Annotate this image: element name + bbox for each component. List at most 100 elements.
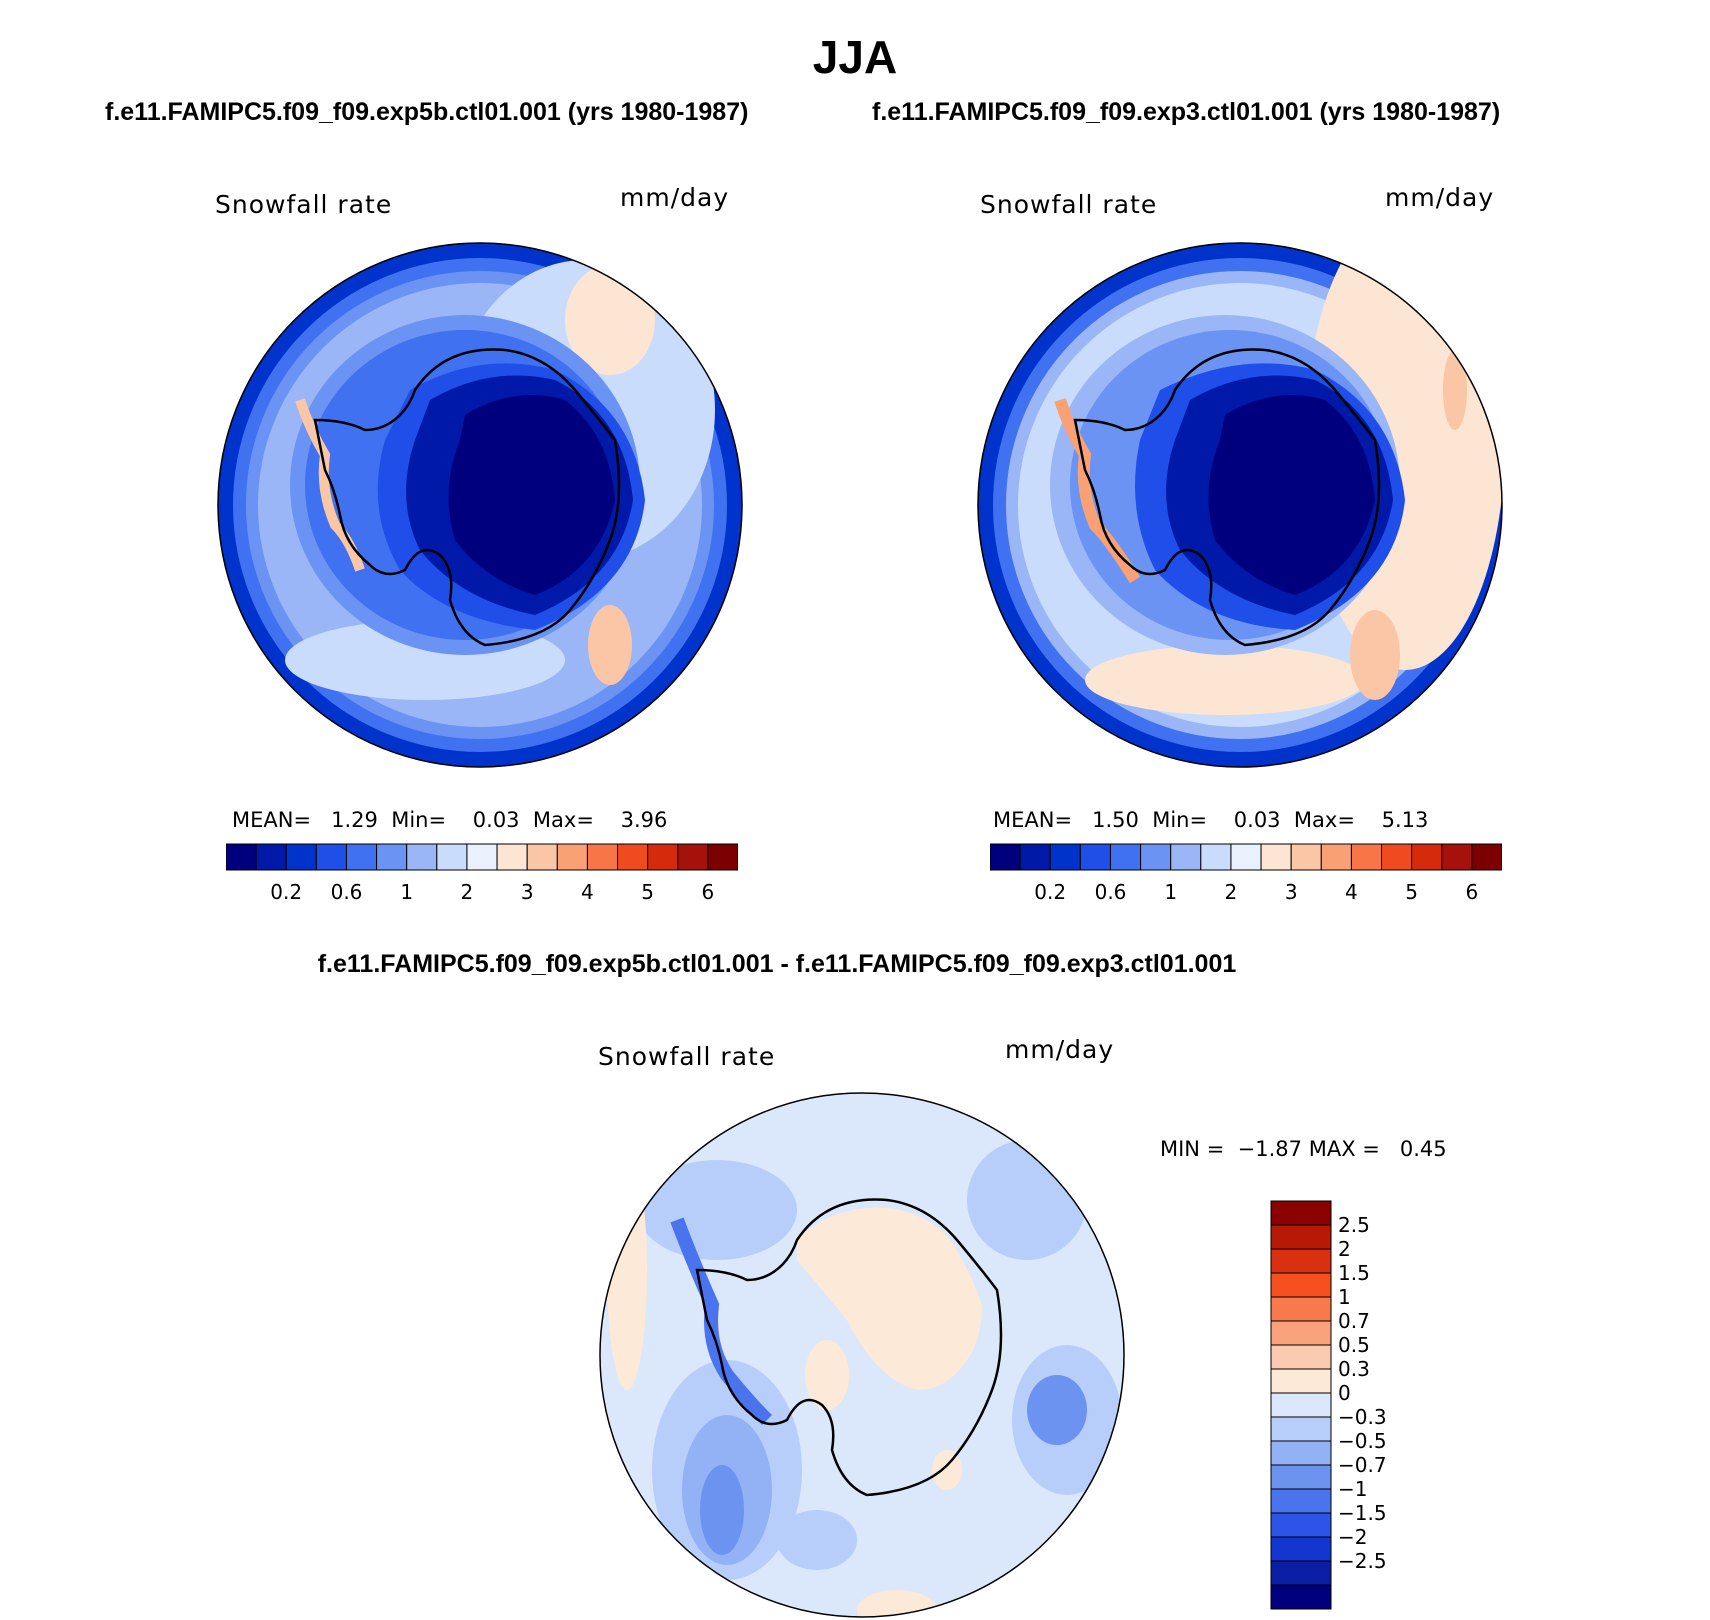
left-colorbar-tick-label: 2: [460, 880, 474, 904]
diff-max-label: MAX =: [1308, 1137, 1380, 1161]
left-max-value: 3.96: [620, 808, 668, 832]
left-colorbar-swatch: [436, 843, 468, 871]
diff-max-value: 0.45: [1399, 1137, 1447, 1161]
right-colorbar-swatch: [1079, 843, 1111, 871]
diff-min-max: MIN = −1.87 MAX = 0.45: [1160, 1137, 1447, 1161]
left-colorbar-swatch: [526, 843, 558, 871]
difference-colorbar-tick-label: 0.3: [1338, 1357, 1370, 1381]
difference-colorbar-tick-label: −0.7: [1338, 1453, 1387, 1477]
difference-colorbar-swatch: [1270, 1320, 1332, 1346]
left-colorbar-swatch: [466, 843, 498, 871]
right-colorbar-tick-label: 1: [1164, 880, 1178, 904]
diff-min-value: −1.87: [1237, 1137, 1303, 1161]
left-antarctica-coastline: [313, 348, 621, 647]
difference-colorbar-swatch: [1270, 1440, 1332, 1466]
left-colorbar-swatch: [647, 843, 679, 871]
left-min-value: 0.03: [472, 808, 520, 832]
difference-polar-map: [599, 1092, 1125, 1618]
right-colorbar-swatch: [1230, 843, 1262, 871]
right-polar-map: [977, 242, 1503, 768]
right-units-label: mm/day: [1385, 183, 1495, 212]
right-min-label: Min=: [1152, 808, 1208, 832]
left-colorbar-swatch: [586, 843, 619, 871]
right-colorbar-tick-label: 2: [1224, 880, 1238, 904]
difference-colorbar-tick-label: 0: [1338, 1381, 1351, 1405]
difference-colorbar-swatch: [1270, 1536, 1332, 1562]
right-colorbar-tick-label: 5: [1405, 880, 1418, 904]
right-stats-mean: MEAN= 1.50 Min= 0.03 Max= 5.13: [993, 808, 1428, 832]
difference-title: f.e11.FAMIPC5.f09_f09.exp5b.ctl01.001 - …: [317, 950, 1237, 978]
difference-colorbar: [1270, 1200, 1332, 1610]
left-mean-label: MEAN=: [232, 808, 312, 832]
right-variable-label: Snowfall rate: [980, 190, 1158, 219]
difference-colorbar-swatch: [1270, 1512, 1332, 1538]
left-colorbar-swatch: [226, 843, 257, 871]
left-colorbar-swatch: [255, 843, 287, 871]
right-colorbar: [990, 843, 1502, 871]
difference-colorbar-tick-label: 0.7: [1338, 1309, 1370, 1333]
left-case-title: f.e11.FAMIPC5.f09_f09.exp5b.ctl01.001 (y…: [105, 98, 749, 126]
difference-colorbar-tick-label: −1.5: [1338, 1501, 1387, 1525]
right-colorbar-tick-label: 3: [1284, 880, 1298, 904]
right-colorbar-swatch: [1170, 843, 1202, 871]
difference-colorbar-swatch: [1270, 1584, 1332, 1610]
left-colorbar-swatch: [345, 843, 378, 871]
difference-colorbar-swatch: [1270, 1560, 1332, 1586]
left-polar-map: [217, 242, 743, 768]
right-colorbar-swatch: [1320, 843, 1352, 871]
difference-colorbar-tick-label: 1: [1338, 1285, 1351, 1309]
right-max-value: 5.13: [1381, 808, 1429, 832]
right-case-title: f.e11.FAMIPC5.f09_f09.exp3.ctl01.001 (yr…: [872, 98, 1501, 126]
right-colorbar-swatch: [1441, 843, 1473, 871]
difference-colorbar-swatch: [1270, 1464, 1332, 1490]
difference-colorbar-tick-label: −1: [1338, 1477, 1368, 1501]
right-colorbar-swatch: [1411, 843, 1443, 871]
left-colorbar-ticks: 0.2 0.6 1 2 3 4 5 6: [226, 880, 738, 910]
left-colorbar-swatch: [496, 843, 528, 871]
right-colorbar-swatch: [1109, 843, 1142, 871]
right-max-label: Max=: [1293, 808, 1355, 832]
left-colorbar-swatch: [617, 843, 649, 871]
diff-antarctica-coastline: [695, 1198, 1003, 1497]
difference-colorbar-swatch: [1270, 1416, 1332, 1442]
right-colorbar-tick-label: 0.6: [1094, 880, 1127, 904]
right-colorbar-swatch: [1350, 843, 1383, 871]
right-colorbar-swatch: [990, 843, 1021, 871]
left-colorbar-tick-label: 0.6: [330, 880, 363, 904]
right-mean-label: MEAN=: [993, 808, 1073, 832]
difference-colorbar-tick-label: 2: [1338, 1237, 1351, 1261]
right-colorbar-ticks: 0.2 0.6 1 2 3 4 5 6: [990, 880, 1502, 910]
right-colorbar-swatch: [1471, 843, 1502, 871]
right-colorbar-swatch: [1200, 843, 1232, 871]
difference-colorbar-tick-label: 0.5: [1338, 1333, 1370, 1357]
left-colorbar-swatch: [556, 843, 588, 871]
right-colorbar-swatch: [1381, 843, 1413, 871]
right-colorbar-swatch: [1260, 843, 1292, 871]
difference-colorbar-swatch: [1270, 1392, 1332, 1418]
left-colorbar-swatch: [285, 843, 317, 871]
left-colorbar-tick-label: 6: [701, 880, 715, 904]
difference-colorbar-swatch: [1270, 1488, 1332, 1514]
left-colorbar-tick-label: 1: [400, 880, 414, 904]
right-colorbar-tick-label: 6: [1465, 880, 1479, 904]
difference-colorbar-swatch: [1270, 1200, 1332, 1226]
right-colorbar-tick-label: 4: [1345, 880, 1358, 904]
right-mean-value: 1.50: [1092, 808, 1139, 832]
left-mean-value: 1.29: [331, 808, 378, 832]
left-max-label: Max=: [532, 808, 594, 832]
difference-colorbar-tick-label: −0.5: [1338, 1429, 1387, 1453]
difference-colorbar-swatch: [1270, 1224, 1332, 1250]
left-colorbar-swatch: [677, 843, 709, 871]
difference-colorbar-tick-label: 1.5: [1338, 1261, 1370, 1285]
difference-colorbar-tick-label: −2.5: [1338, 1549, 1387, 1573]
left-colorbar-tick-label: 3: [520, 880, 534, 904]
diff-min-label: MIN =: [1160, 1137, 1225, 1161]
difference-colorbar-tick-label: −2: [1338, 1525, 1368, 1549]
difference-colorbar-swatch: [1270, 1296, 1332, 1322]
left-colorbar-swatch: [315, 843, 347, 871]
left-units-label: mm/day: [620, 183, 730, 212]
right-antarctica-coastline: [1073, 348, 1381, 647]
difference-colorbar-swatch: [1270, 1248, 1332, 1274]
left-colorbar-swatch: [376, 843, 408, 871]
difference-colorbar-tick-label: −0.3: [1338, 1405, 1387, 1429]
